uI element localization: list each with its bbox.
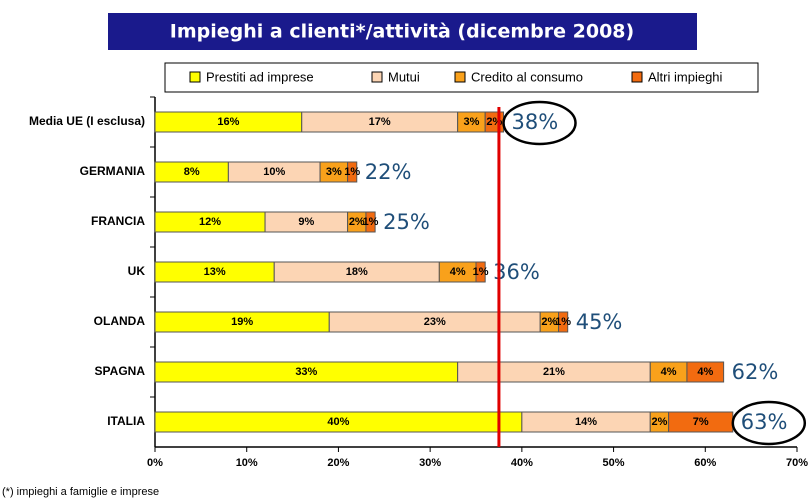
legend-swatch — [189, 71, 201, 83]
value-label: 3% — [326, 166, 342, 178]
y-tick-label: FRANCIA — [91, 214, 145, 228]
value-label: 13% — [204, 266, 226, 278]
value-label: 16% — [217, 116, 239, 128]
highlight-circle — [502, 100, 577, 146]
value-label: 2% — [541, 316, 557, 328]
title-box — [108, 13, 697, 50]
bar-segment — [475, 261, 486, 283]
value-label: 4% — [661, 366, 677, 378]
y-tick-label: UK — [128, 264, 146, 278]
value-label: 18% — [346, 266, 368, 278]
value-label: 8% — [184, 166, 200, 178]
x-tick-label: 50% — [603, 457, 625, 469]
total-annotation: 25% — [383, 210, 430, 234]
legend-swatch — [454, 71, 466, 83]
chart-title: Impieghi a clienti*/attività (dicembre 2… — [170, 21, 634, 43]
x-tick-label: 10% — [236, 457, 258, 469]
y-tick-label: Media UE (I esclusa) — [29, 114, 145, 128]
value-label: 12% — [199, 216, 221, 228]
legend-label: Credito al consumo — [471, 69, 583, 84]
y-tick-label: GERMANIA — [80, 164, 146, 178]
total-annotation: 63% — [741, 410, 788, 434]
bar-segment — [365, 211, 376, 233]
value-label: 40% — [327, 416, 349, 428]
legend-swatch — [371, 71, 383, 83]
value-label: 1% — [555, 316, 571, 328]
x-tick-label: 30% — [419, 457, 441, 469]
value-label: 1% — [473, 266, 489, 278]
bar-segment — [686, 361, 725, 383]
y-tick-label: SPAGNA — [95, 364, 146, 378]
x-tick-label: 40% — [511, 457, 533, 469]
value-label: 33% — [295, 366, 317, 378]
value-label: 2% — [651, 416, 667, 428]
value-label: 17% — [369, 116, 391, 128]
value-label: 19% — [231, 316, 253, 328]
value-label: 3% — [463, 116, 479, 128]
total-annotation: 38% — [512, 110, 559, 134]
footnote: (*) impieghi a famiglie e imprese — [2, 486, 159, 498]
x-tick-label: 70% — [786, 457, 808, 469]
legend-label: Prestiti ad imprese — [206, 69, 314, 84]
total-annotation: 22% — [365, 160, 412, 184]
value-label: 1% — [344, 166, 360, 178]
x-tick-label: 0% — [147, 457, 163, 469]
legend-swatch — [631, 71, 643, 83]
y-tick-label: ITALIA — [107, 414, 145, 428]
value-label: 21% — [543, 366, 565, 378]
total-annotation: 62% — [732, 360, 779, 384]
highlight-circle — [731, 400, 807, 446]
legend-label: Altri impieghi — [648, 69, 723, 84]
legend-label: Mutui — [388, 69, 420, 84]
value-label: 4% — [450, 266, 466, 278]
x-tick-label: 60% — [694, 457, 716, 469]
bar-segment — [558, 311, 569, 333]
bar-segment — [347, 161, 358, 183]
value-label: 7% — [693, 416, 709, 428]
value-label: 14% — [575, 416, 597, 428]
value-label: 9% — [298, 216, 314, 228]
x-tick-label: 20% — [327, 457, 349, 469]
value-label: 10% — [263, 166, 285, 178]
y-tick-label: OLANDA — [94, 314, 146, 328]
value-label: 4% — [697, 366, 713, 378]
value-label: 2% — [349, 216, 365, 228]
total-annotation: 36% — [493, 260, 540, 284]
total-annotation: 45% — [576, 310, 623, 334]
value-label: 1% — [363, 216, 379, 228]
value-label: 23% — [424, 316, 446, 328]
